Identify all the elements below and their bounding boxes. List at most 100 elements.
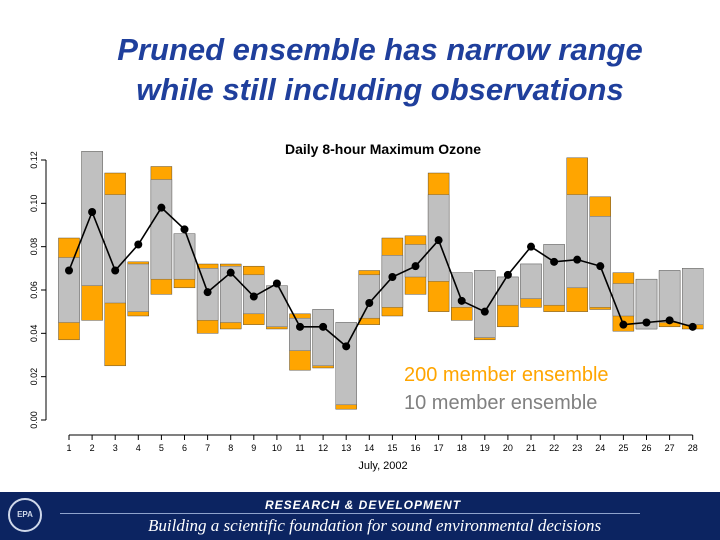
x-tick-label: 10 [272,443,282,453]
x-tick-label: 5 [159,443,164,453]
bar-10-member [612,283,635,317]
x-tick-label: 14 [364,443,374,453]
observation-point [157,203,166,212]
x-tick-label: 3 [113,443,118,453]
x-axis: 1 2 3 4 5 6 7 8 9 10 11 12 13 14 15 16 17 18 19 20 21 22 23 24 2… [66,434,698,453]
observation-point [688,322,697,331]
x-tick-label: 24 [595,443,605,453]
observation-point [365,299,374,307]
legend: 200 member ensemble 10 member ensemble [404,361,609,417]
observation-point [480,307,489,316]
bar-10-member [266,285,288,328]
slide-title-line2: while still including observations [136,72,624,107]
y-tick-label: 0.10 [29,195,39,213]
x-tick-label: 18 [457,443,467,453]
x-tick-label: 12 [318,443,328,453]
bar-10-member [635,278,658,330]
bar-10-member [358,274,380,319]
x-tick-label: 13 [341,443,351,453]
x-tick-label: 4 [136,443,141,453]
y-tick-label: 0.08 [29,238,39,256]
x-tick-label: 1 [66,443,71,453]
observation-series [65,203,697,351]
footer-divider [60,513,640,514]
observation-point [665,316,674,325]
observation-point [111,266,120,275]
bar-10-member [81,151,103,286]
x-tick-label: 16 [410,443,420,453]
x-tick-label: 9 [251,443,256,453]
x-tick-label: 19 [480,443,490,453]
bar-10-member [335,322,357,406]
x-tick-label: 28 [688,443,698,453]
bar-10-member [451,272,473,308]
bar-10-member [312,309,334,367]
x-tick-label: 6 [182,443,187,453]
observation-point [573,255,582,264]
bar-10-member [404,244,427,278]
slide-title: Pruned ensemble has narrow range while s… [0,30,720,110]
x-tick-label: 7 [205,443,210,453]
epa-seal-icon: EPA [8,498,42,532]
bar-10-member [104,194,126,304]
bar-10-member [173,233,196,280]
x-tick-label: 20 [503,443,513,453]
bar-10-member [58,257,80,323]
observation-point [319,322,328,331]
bar-10-member [474,270,496,338]
observation-point [65,266,73,275]
bar-10-member [219,265,242,323]
observation-point [203,288,212,297]
observation-point [619,320,628,329]
y-tick-label: 0.00 [29,411,39,429]
observation-point [411,262,420,271]
bar-10-member [543,244,565,306]
observation-point [434,236,443,245]
y-tick-label: 0.02 [29,368,39,386]
observation-point [503,270,512,279]
bar-10-member [658,270,681,323]
y-tick-label: 0.06 [29,281,39,299]
observation-point [296,322,304,331]
ozone-chart: 0.000.020.040.060.080.100.12 1 2 3 4 5 6 7 8 9 10… [29,141,704,472]
observation-point [642,318,651,327]
x-tick-label: 15 [387,443,397,453]
observation-point [134,240,143,249]
observation-point [527,242,535,251]
x-axis-label: July, 2002 [358,460,407,472]
bar-10-member [589,216,611,308]
observation-point [272,279,281,288]
y-tick-label: 0.04 [29,325,39,343]
x-tick-label: 22 [549,443,559,453]
bar-10-member [150,179,173,280]
observation-point [457,296,466,305]
slide-title-line1: Pruned ensemble has narrow range [117,32,643,67]
x-tick-label: 21 [526,443,536,453]
x-tick-label: 2 [90,443,95,453]
y-axis: 0.00 0.02 0.04 0.06 0.08 0.10 0.12 [29,151,47,429]
observation-point [550,257,559,266]
legend-10-member: 10 member ensemble [404,392,598,414]
observation-point [249,292,258,301]
bar-10-member [381,255,404,308]
observation-line [68,206,693,348]
bar-10-member [497,276,519,306]
x-tick-label: 8 [228,443,233,453]
bar-10-member [566,194,588,289]
footer-banner: EPA RESEARCH & DEVELOPMENT Building a sc… [0,492,720,540]
x-tick-label: 25 [618,443,628,453]
x-tick-label: 27 [665,443,675,453]
observation-point [342,342,351,351]
bar-10-member [127,263,150,312]
bar-10-member [682,268,704,325]
x-tick-label: 23 [572,443,582,453]
observation-point [388,273,397,281]
x-tick-label: 26 [641,443,651,453]
observation-point [180,225,189,234]
bar-10-member [520,263,542,299]
observation-point [596,262,605,271]
x-tick-label: 17 [434,443,444,453]
chart-title: Daily 8-hour Maximum Ozone [285,141,481,157]
observation-point [88,208,97,216]
observation-point [226,268,235,277]
